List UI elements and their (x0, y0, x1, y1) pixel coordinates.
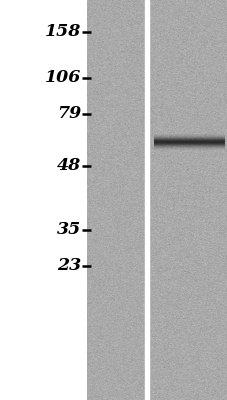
Text: 23: 23 (57, 258, 81, 274)
Bar (144, 0, 148, 400)
Text: 35: 35 (57, 222, 81, 238)
Text: 79: 79 (57, 106, 81, 122)
Text: 106: 106 (44, 70, 81, 86)
Text: 48: 48 (57, 158, 81, 174)
Text: 158: 158 (44, 24, 81, 40)
